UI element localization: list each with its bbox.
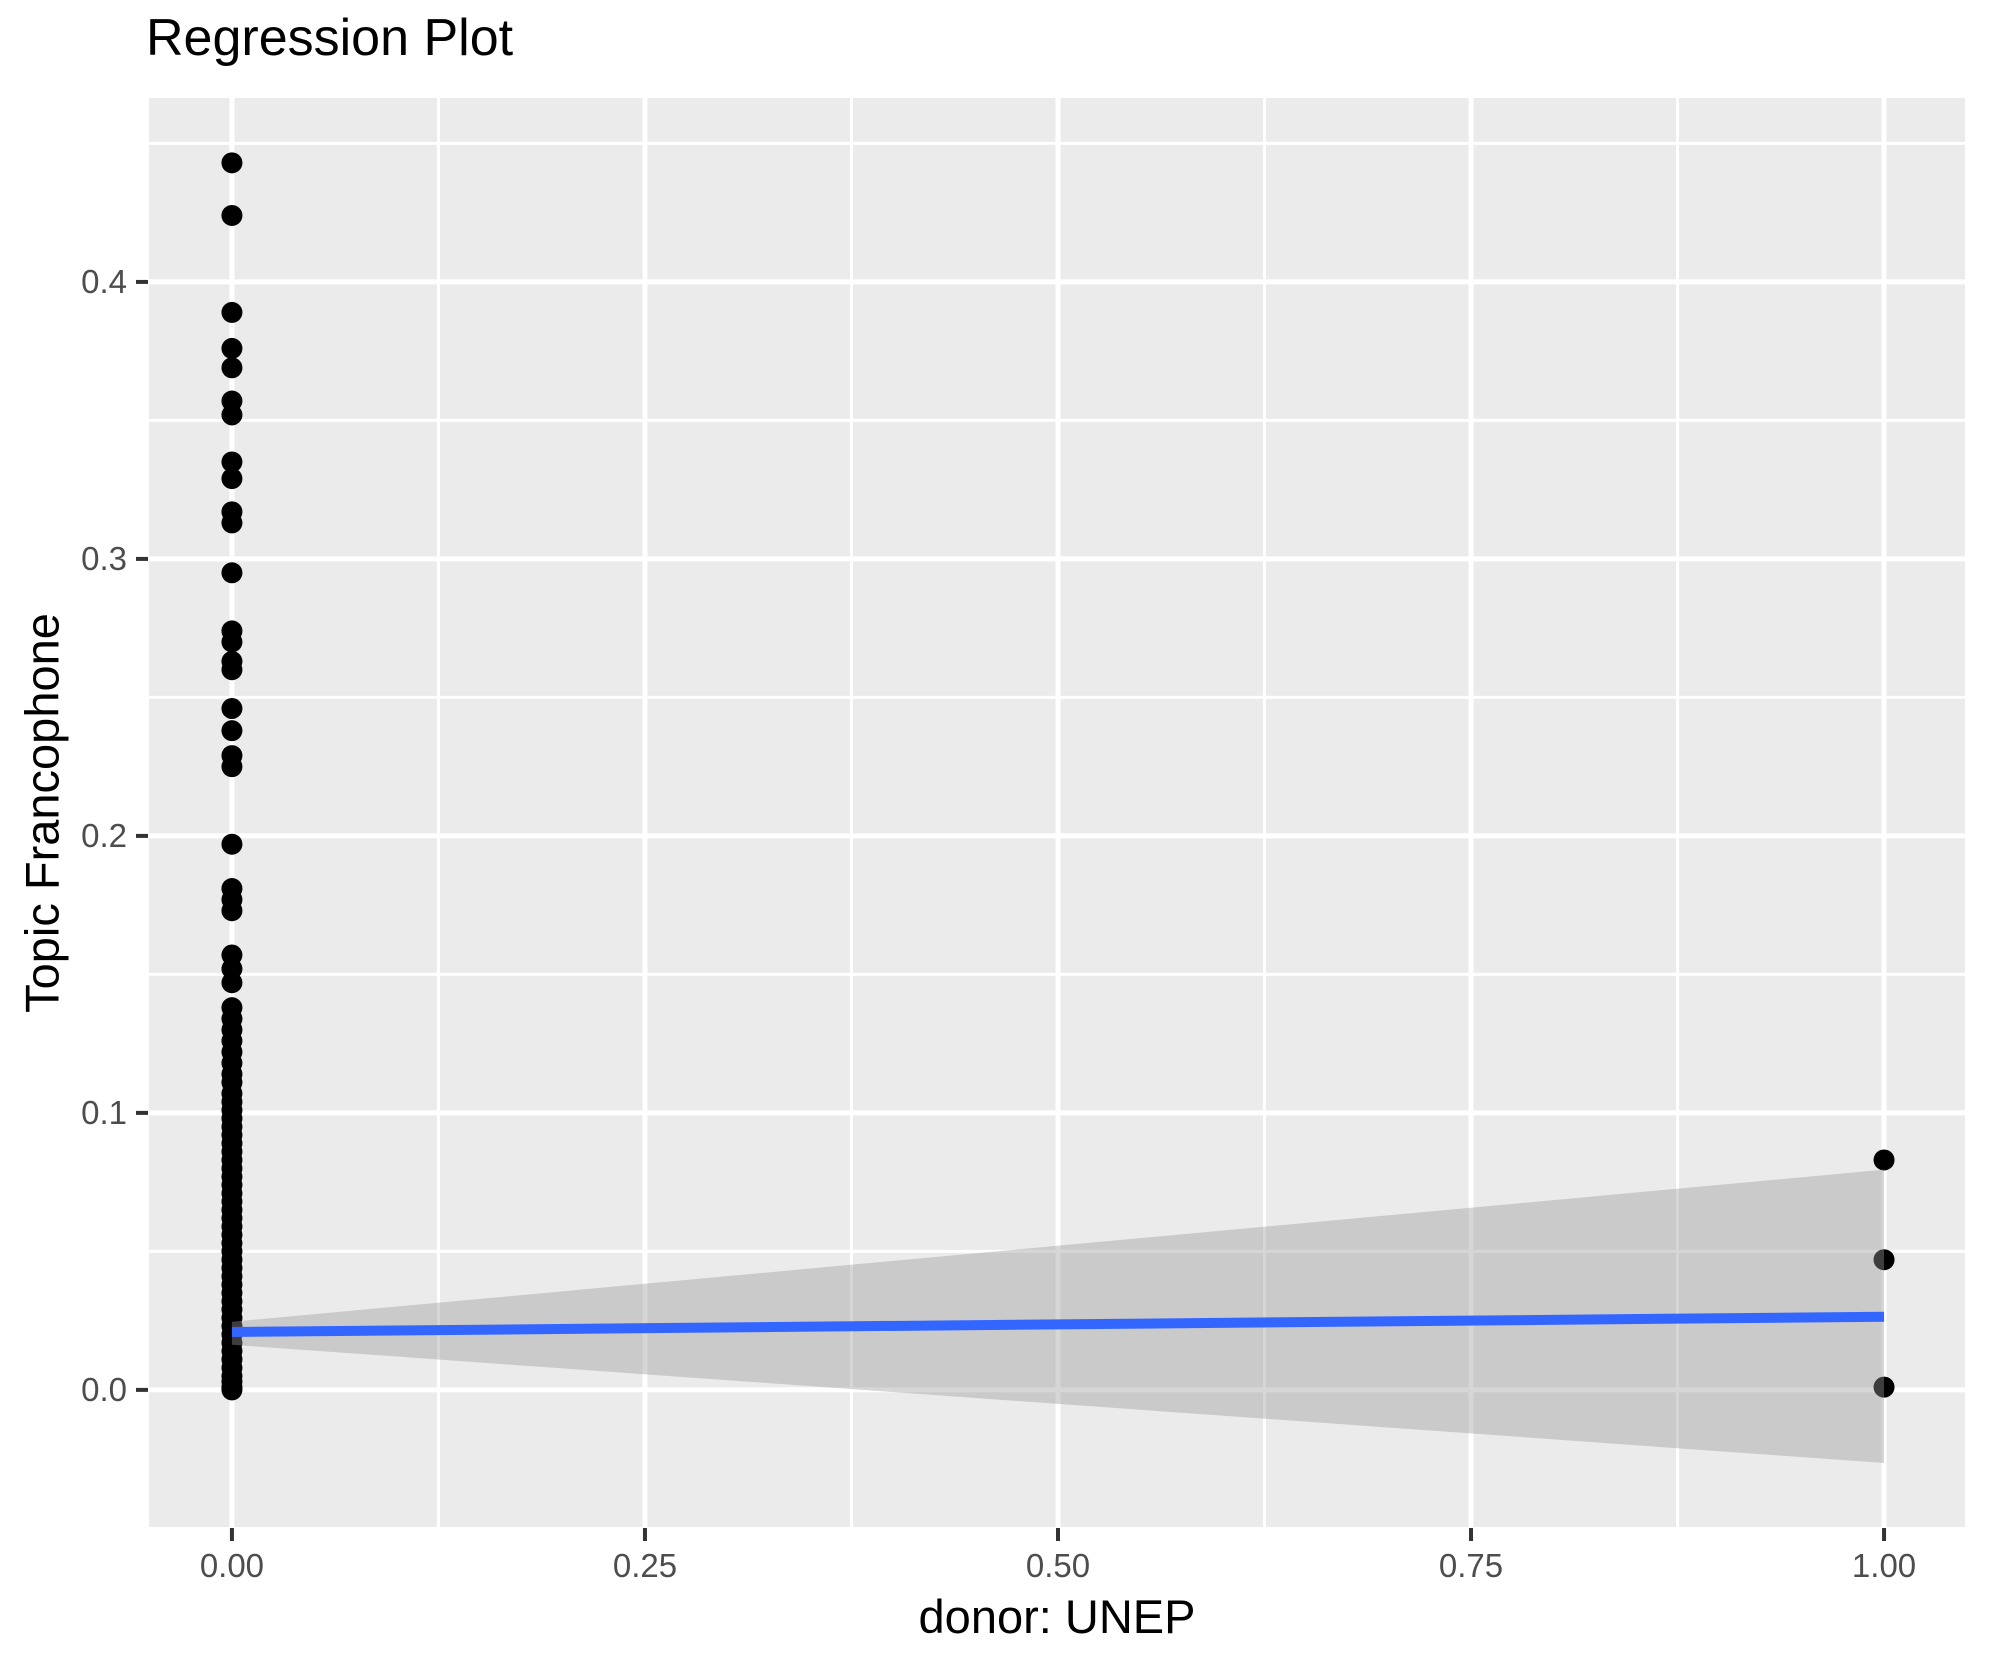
data-point: [221, 631, 243, 653]
data-point: [221, 451, 243, 473]
data-point: [221, 204, 243, 226]
x-tick-label: 0.25: [613, 1547, 677, 1584]
y-tick-label: 0.4: [81, 263, 127, 300]
x-tick-label: 0.75: [1439, 1547, 1503, 1584]
y-tick-label: 0.2: [81, 817, 127, 854]
x-tick-label: 1.00: [1852, 1547, 1916, 1584]
y-tick-label: 0.0: [81, 1371, 127, 1408]
regression-line: [231, 1311, 1885, 1337]
data-point: [221, 512, 243, 534]
data-point: [221, 697, 243, 719]
data-point: [221, 468, 243, 490]
y-tick-label: 0.3: [81, 540, 127, 577]
plot-title: Regression Plot: [146, 9, 514, 67]
y-tick-label: 0.1: [81, 1094, 127, 1131]
x-tick-label: 0.00: [200, 1547, 264, 1584]
data-point: [221, 756, 243, 778]
data-point: [221, 659, 243, 681]
data-point: [1873, 1249, 1895, 1271]
data-point: [221, 720, 243, 742]
data-point: [221, 900, 243, 922]
data-point: [221, 404, 243, 426]
confidence-band: [231, 1169, 1885, 1464]
data-point: [1873, 1149, 1895, 1171]
data-point: [221, 833, 243, 855]
data-point: [1873, 1376, 1895, 1398]
x-tick-label: 0.50: [1026, 1547, 1090, 1584]
data-point: [221, 972, 243, 994]
data-point: [221, 1379, 243, 1401]
data-point: [221, 152, 243, 174]
data-point: [221, 337, 243, 359]
x-axis-title: donor: UNEP: [918, 1590, 1196, 1643]
data-point: [221, 301, 243, 323]
data-point: [221, 562, 243, 584]
data-point: [221, 357, 243, 379]
